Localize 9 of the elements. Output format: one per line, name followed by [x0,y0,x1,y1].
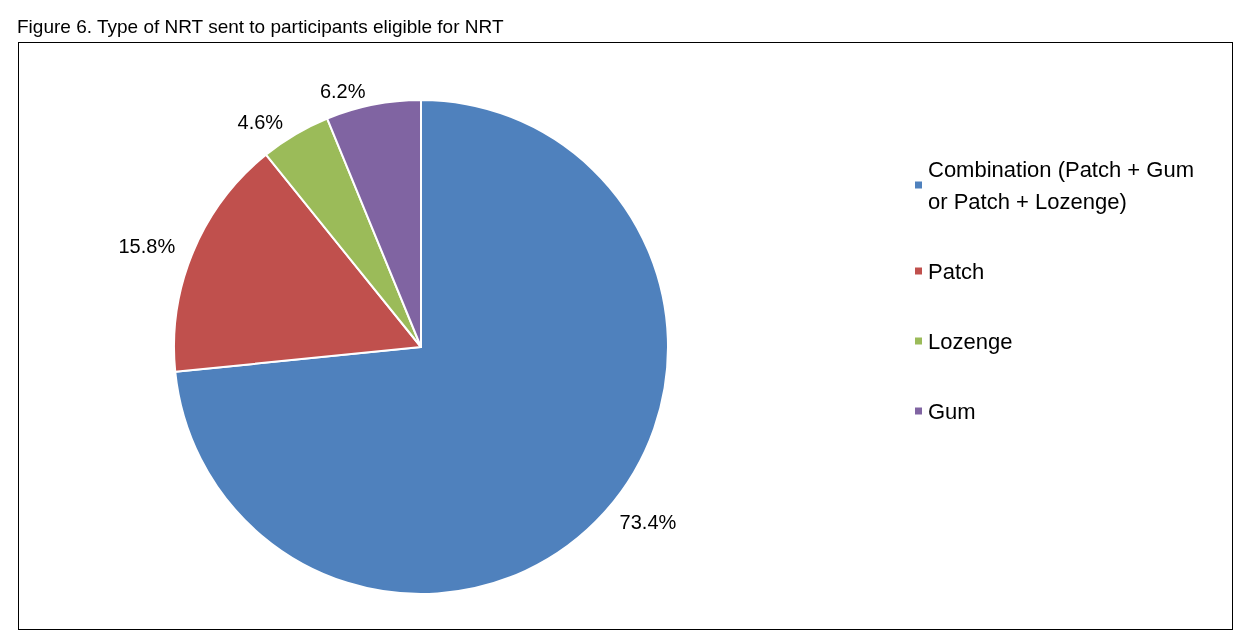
chart-title: Figure 6. Type of NRT sent to participants eligible for NRT [17,16,504,37]
data-label: 73.4% [619,511,677,534]
legend-label: Patch [928,258,985,284]
data-label: 15.8% [118,235,176,258]
legend-label: Gum [928,398,976,424]
data-label: 4.6% [237,111,284,134]
legend-label: Lozenge [928,328,1013,354]
legend-label: Combination (Patch + Gum or Patch + Lozenge) [928,156,1201,214]
data-label: 6.2% [319,79,366,102]
